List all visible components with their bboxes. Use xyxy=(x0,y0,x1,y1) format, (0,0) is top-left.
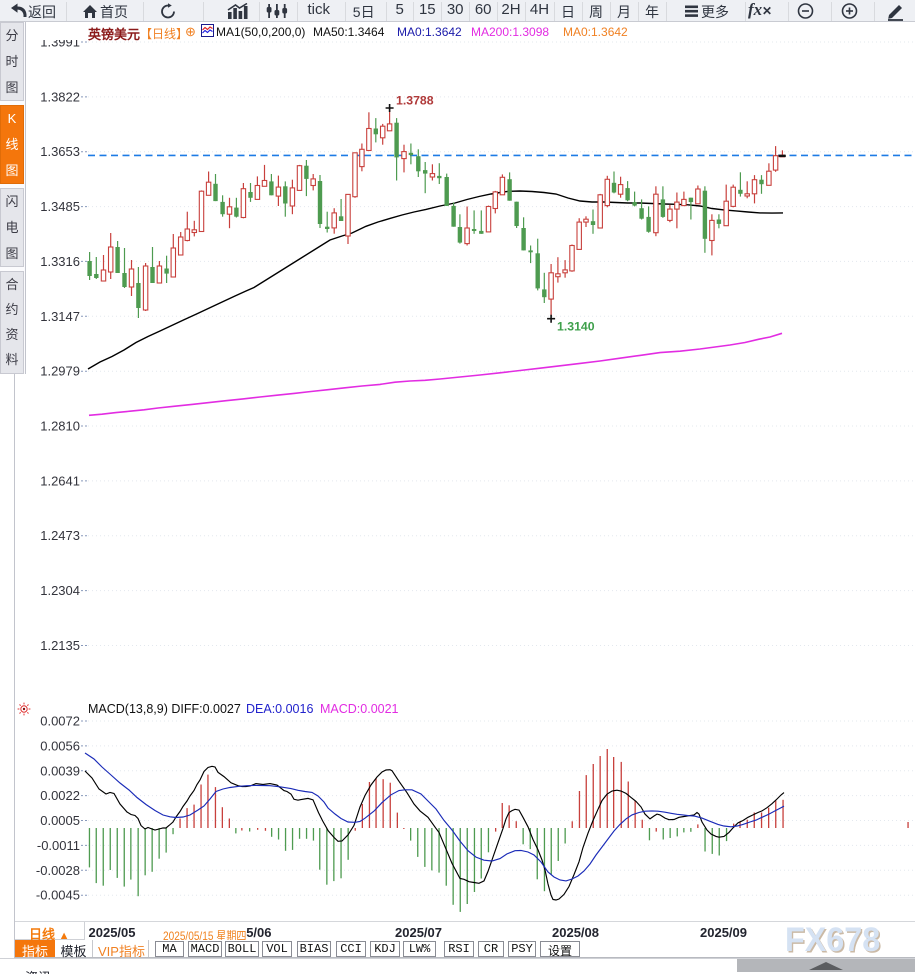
svg-text:MACD(13,8,9) DIFF:0.0027: MACD(13,8,9) DIFF:0.0027 xyxy=(88,702,241,716)
svg-text:-0.0028: -0.0028 xyxy=(36,863,80,878)
svg-text:1.2304: 1.2304 xyxy=(40,583,80,598)
svg-text:1.3822: 1.3822 xyxy=(40,89,80,104)
svg-text:1.3991: 1.3991 xyxy=(40,40,80,50)
svg-text:1.3788: 1.3788 xyxy=(396,94,434,108)
svg-text:1.3147: 1.3147 xyxy=(40,309,80,324)
svg-text:-0.0011: -0.0011 xyxy=(37,838,80,853)
svg-text:1.2473: 1.2473 xyxy=(40,528,80,543)
svg-text:0.0039: 0.0039 xyxy=(40,763,80,778)
svg-text:1.2810: 1.2810 xyxy=(40,419,80,434)
svg-text:0.0005: 0.0005 xyxy=(40,813,80,828)
svg-text:1.3316: 1.3316 xyxy=(40,254,80,269)
svg-text:1.3140: 1.3140 xyxy=(557,320,595,334)
svg-text:0.0056: 0.0056 xyxy=(40,738,80,753)
svg-text:DEA:0.0016: DEA:0.0016 xyxy=(246,702,313,716)
svg-text:1.2135: 1.2135 xyxy=(40,638,80,653)
svg-text:1.2641: 1.2641 xyxy=(40,473,80,488)
svg-text:1.3485: 1.3485 xyxy=(40,199,80,214)
svg-text:1.2979: 1.2979 xyxy=(40,364,80,379)
svg-text:-0.0045: -0.0045 xyxy=(36,888,80,903)
svg-text:1.3653: 1.3653 xyxy=(40,144,80,159)
svg-text:0.0022: 0.0022 xyxy=(40,788,80,803)
svg-text:0.0072: 0.0072 xyxy=(40,714,80,729)
svg-text:MACD:0.0021: MACD:0.0021 xyxy=(320,702,399,716)
